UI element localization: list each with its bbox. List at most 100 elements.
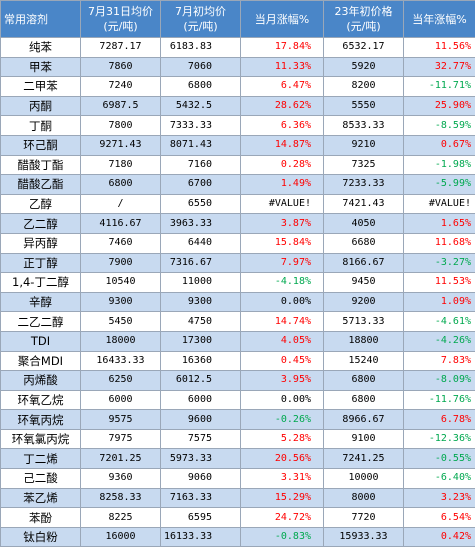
cell-month-change: 3.31% — [241, 469, 324, 489]
cell-name: 乙醇 — [1, 194, 81, 214]
cell-month-change: 6.47% — [241, 77, 324, 97]
header-jul1-line1: 7月初均价 — [175, 5, 226, 18]
header-month-change: 当月涨幅% — [241, 1, 324, 38]
cell-name: 环己酮 — [1, 135, 81, 155]
cell-year-change: 25.90% — [404, 96, 475, 116]
cell-jul31-price: 10540 — [81, 273, 161, 293]
cell-month-change: 15.29% — [241, 488, 324, 508]
cell-name: 苯酚 — [1, 508, 81, 528]
cell-month-change: 3.87% — [241, 214, 324, 234]
cell-jul31-price: 16000 — [81, 527, 161, 547]
cell-year-change: -8.09% — [404, 371, 475, 391]
header-y23-line1: 23年初价格 — [335, 5, 393, 18]
cell-month-change: 14.87% — [241, 135, 324, 155]
cell-month-change: 15.84% — [241, 233, 324, 253]
cell-jul1-price: 7316.67 — [161, 253, 241, 273]
cell-jul31-price: 8258.33 — [81, 488, 161, 508]
cell-name: 乙二醇 — [1, 214, 81, 234]
cell-year-change: -12.36% — [404, 429, 475, 449]
cell-jul31-price: 7287.17 — [81, 38, 161, 58]
cell-month-change: 4.05% — [241, 331, 324, 351]
cell-month-change: -0.83% — [241, 527, 324, 547]
cell-jul31-price: 7975 — [81, 429, 161, 449]
cell-month-change: 3.95% — [241, 371, 324, 391]
cell-year-change: 6.54% — [404, 508, 475, 528]
cell-y23-price: 8166.67 — [324, 253, 404, 273]
cell-month-change: 11.33% — [241, 57, 324, 77]
header-jul1-price: 7月初均价 (元/吨) — [161, 1, 241, 38]
header-year-change: 当年涨幅% — [404, 1, 475, 38]
cell-month-change: -4.18% — [241, 273, 324, 293]
header-jul1-line2: (元/吨) — [183, 20, 217, 33]
cell-y23-price: 5713.33 — [324, 312, 404, 332]
cell-jul31-price: 6250 — [81, 371, 161, 391]
cell-year-change: #VALUE! — [404, 194, 475, 214]
cell-name: 二乙二醇 — [1, 312, 81, 332]
cell-y23-price: 10000 — [324, 469, 404, 489]
cell-name: 环氧氯丙烷 — [1, 429, 81, 449]
cell-name: 纯苯 — [1, 38, 81, 58]
cell-year-change: -5.99% — [404, 175, 475, 195]
cell-y23-price: 7233.33 — [324, 175, 404, 195]
cell-month-change: 24.72% — [241, 508, 324, 528]
cell-month-change: 0.00% — [241, 390, 324, 410]
header-y23-line2: (元/吨) — [346, 20, 380, 33]
cell-year-change: -11.71% — [404, 77, 475, 97]
cell-y23-price: 7241.25 — [324, 449, 404, 469]
cell-year-change: -4.26% — [404, 331, 475, 351]
cell-jul1-price: 9600 — [161, 410, 241, 430]
cell-year-change: 6.78% — [404, 410, 475, 430]
cell-jul31-price: 7180 — [81, 155, 161, 175]
cell-jul31-price: 8225 — [81, 508, 161, 528]
cell-name: 1,4-丁二醇 — [1, 273, 81, 293]
cell-jul31-price: / — [81, 194, 161, 214]
cell-month-change: 0.45% — [241, 351, 324, 371]
cell-month-change: 7.97% — [241, 253, 324, 273]
cell-year-change: 11.56% — [404, 38, 475, 58]
cell-y23-price: 9100 — [324, 429, 404, 449]
cell-name: 丙烯酸 — [1, 371, 81, 391]
cell-jul31-price: 6987.5 — [81, 96, 161, 116]
cell-month-change: #VALUE! — [241, 194, 324, 214]
cell-month-change: 17.84% — [241, 38, 324, 58]
cell-name: 丁二烯 — [1, 449, 81, 469]
cell-name: 醋酸丁酯 — [1, 155, 81, 175]
cell-y23-price: 7421.43 — [324, 194, 404, 214]
cell-jul1-price: 6800 — [161, 77, 241, 97]
cell-name: 己二酸 — [1, 469, 81, 489]
cell-jul1-price: 8071.43 — [161, 135, 241, 155]
cell-year-change: 0.42% — [404, 527, 475, 547]
cell-year-change: -3.27% — [404, 253, 475, 273]
cell-jul31-price: 7201.25 — [81, 449, 161, 469]
cell-jul1-price: 11000 — [161, 273, 241, 293]
cell-jul31-price: 7800 — [81, 116, 161, 136]
cell-jul1-price: 5973.33 — [161, 449, 241, 469]
cell-month-change: 20.56% — [241, 449, 324, 469]
cell-year-change: 11.68% — [404, 233, 475, 253]
cell-jul1-price: 7575 — [161, 429, 241, 449]
cell-jul31-price: 6000 — [81, 390, 161, 410]
cell-year-change: 0.67% — [404, 135, 475, 155]
cell-y23-price: 15240 — [324, 351, 404, 371]
cell-month-change: 0.00% — [241, 292, 324, 312]
cell-name: 二甲苯 — [1, 77, 81, 97]
cell-name: 苯乙烯 — [1, 488, 81, 508]
cell-name: TDI — [1, 331, 81, 351]
cell-year-change: -11.76% — [404, 390, 475, 410]
header-row: 常用溶剂 7月31日均价(元/吨) 7月初均价(元/吨) 当月涨幅% 23年初价… — [1, 1, 475, 38]
cell-year-change: 11.53% — [404, 273, 475, 293]
